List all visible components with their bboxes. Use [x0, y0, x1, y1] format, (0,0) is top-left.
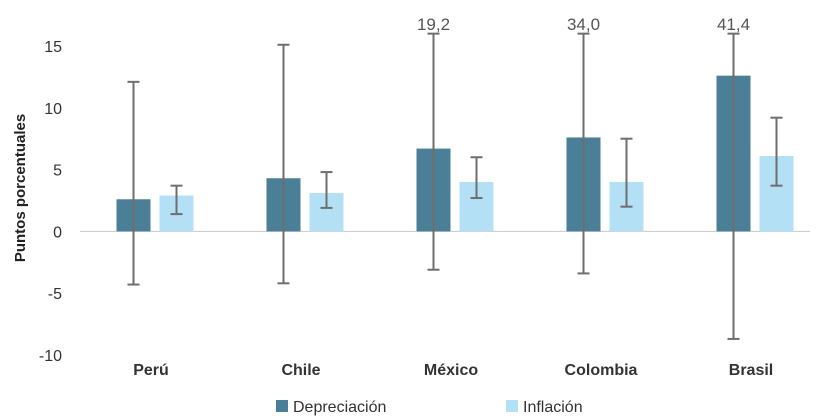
y-axis-title: Puntos porcentuales	[12, 114, 29, 262]
annotation-label: 19,2	[417, 15, 450, 34]
legend: Depreciación Inflación	[276, 399, 583, 416]
legend-swatch	[506, 400, 518, 412]
category-label: Colombia	[565, 362, 638, 379]
y-tick-label: -5	[48, 286, 62, 303]
y-tick-label: 5	[53, 163, 62, 180]
category-label: Chile	[281, 362, 320, 379]
y-tick-label: 10	[44, 101, 62, 118]
y-tick-label: 0	[53, 224, 62, 241]
annotation-layer: 19,2 34,0 41,4	[417, 15, 750, 34]
category-label: México	[424, 362, 478, 379]
legend-label: Inflación	[523, 399, 583, 416]
y-tick-label: 15	[44, 39, 62, 56]
category-label: Perú	[133, 362, 169, 379]
category-label: Brasil	[729, 362, 773, 379]
legend-label: Depreciación	[293, 399, 386, 416]
y-tick-label: -10	[39, 348, 62, 365]
series-inflacion	[159, 116, 794, 232]
annotation-label: 41,4	[717, 15, 750, 34]
legend-swatch	[276, 400, 288, 412]
series-layer	[116, 32, 794, 340]
category-labels: Perú Chile México Colombia Brasil	[133, 362, 773, 379]
series-depreciacion	[116, 32, 751, 340]
y-axis-labels: 15 10 5 0 -5 -10	[39, 39, 62, 365]
annotation-label: 34,0	[567, 15, 600, 34]
